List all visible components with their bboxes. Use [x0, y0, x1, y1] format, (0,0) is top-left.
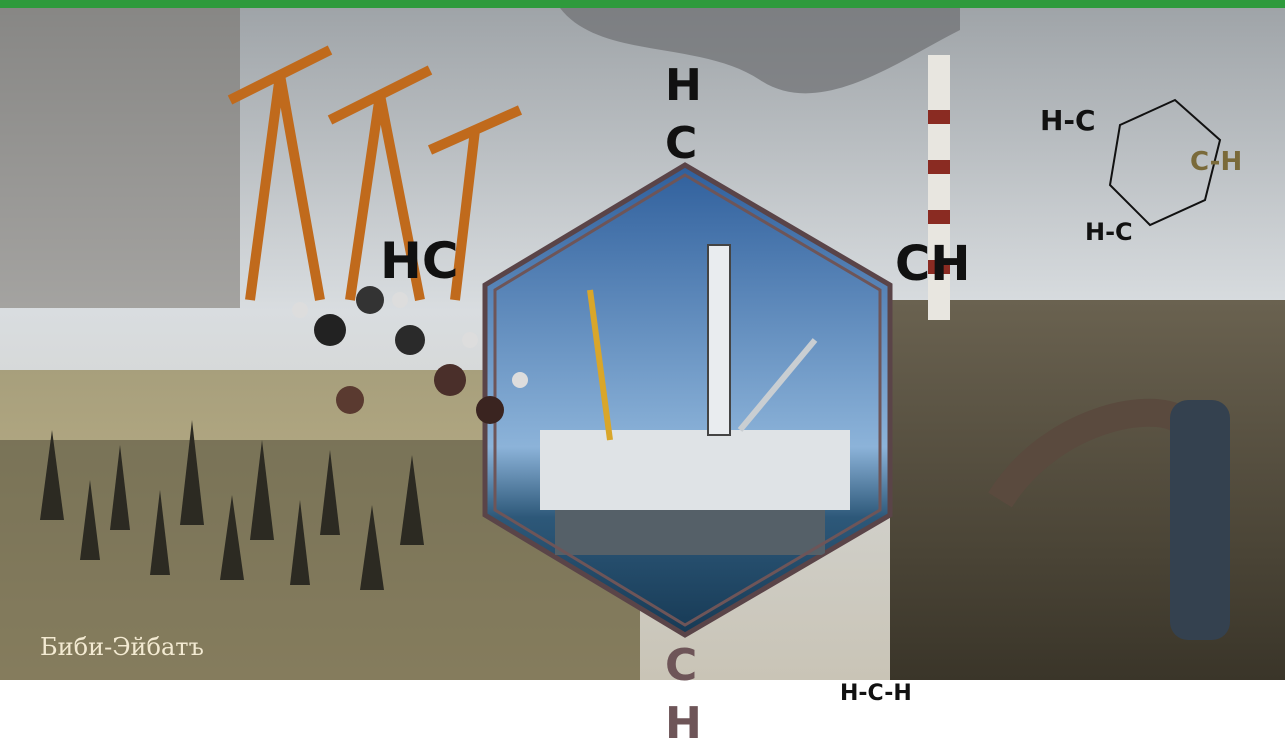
formula-label: H — [665, 698, 702, 745]
buildings — [0, 8, 240, 308]
pumpjacks — [227, 45, 523, 301]
top-bar — [0, 0, 1285, 8]
formula-label: C — [665, 640, 697, 691]
platform — [540, 244, 850, 555]
hexagon-outline — [493, 173, 882, 627]
formula-label: H — [665, 60, 702, 111]
molecule — [292, 286, 528, 424]
formula-label: H-C-H — [840, 681, 912, 706]
formula-label: H-C — [1040, 104, 1096, 137]
formula-label: H-C — [1085, 218, 1133, 246]
formula-label: CH — [895, 236, 970, 292]
formula-label: C — [665, 118, 697, 169]
caption: Биби-Эйбатъ — [40, 633, 204, 661]
pipe — [988, 398, 1188, 508]
formula-label: HC — [380, 232, 459, 290]
worker — [1170, 400, 1230, 640]
ring — [1108, 98, 1222, 227]
formula-label: C-H — [1190, 147, 1242, 177]
smoke — [560, 8, 960, 94]
chimney-stripes — [928, 110, 950, 274]
derricks — [40, 420, 424, 590]
